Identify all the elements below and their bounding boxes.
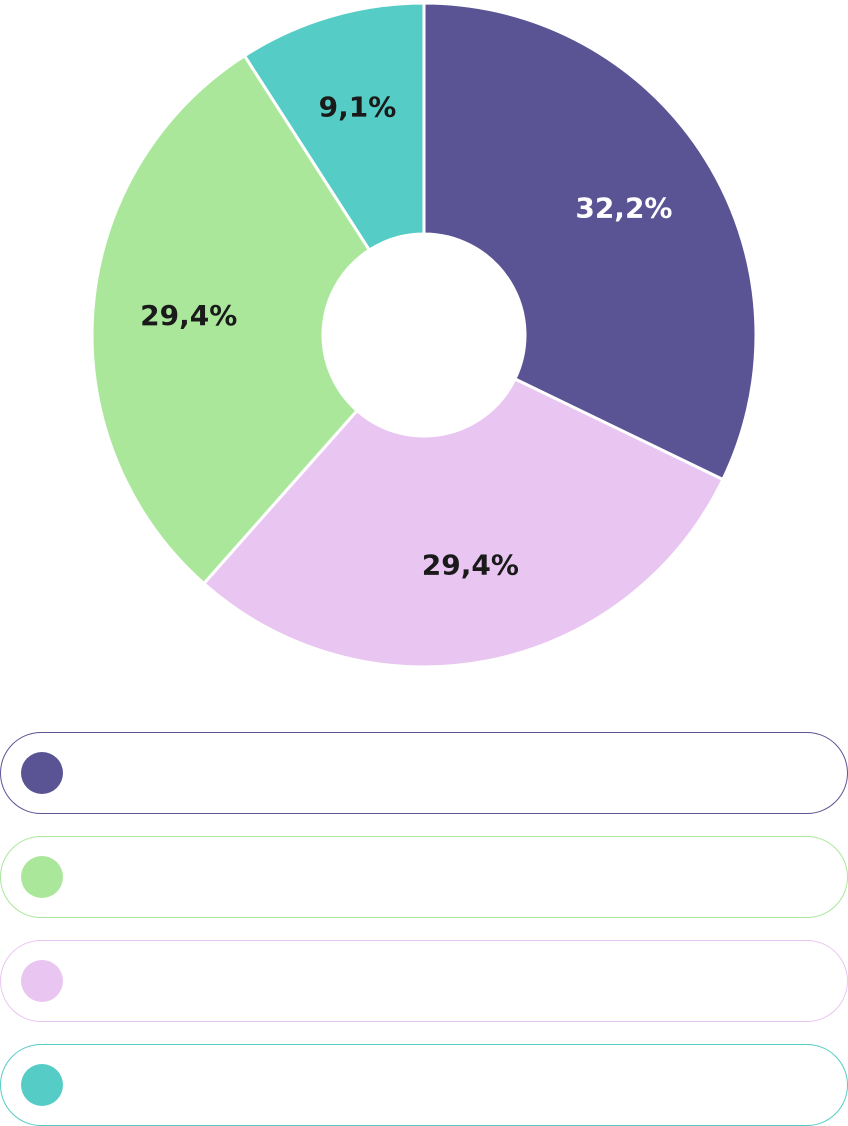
donut-chart: 32,2% 29,4% 29,4% 9,1% [90,1,758,669]
slice-label-0: 32,2% [575,192,672,225]
legend-swatch [21,1064,63,1106]
donut-slice-2 [90,53,372,586]
legend-item-1 [0,836,848,918]
donut-slice-1 [201,376,725,669]
legend-swatch [21,752,63,794]
legend-item-0 [0,732,848,814]
legend-swatch [21,960,63,1002]
legend-item-2 [0,940,848,1022]
slice-label-3: 9,1% [319,91,397,124]
slice-label-1: 29,4% [422,548,519,581]
legend-swatch [21,856,63,898]
donut-slice-3 [242,1,426,253]
slice-label-2: 29,4% [140,299,237,332]
legend-item-3 [0,1044,848,1126]
donut-slice-0 [422,1,758,482]
